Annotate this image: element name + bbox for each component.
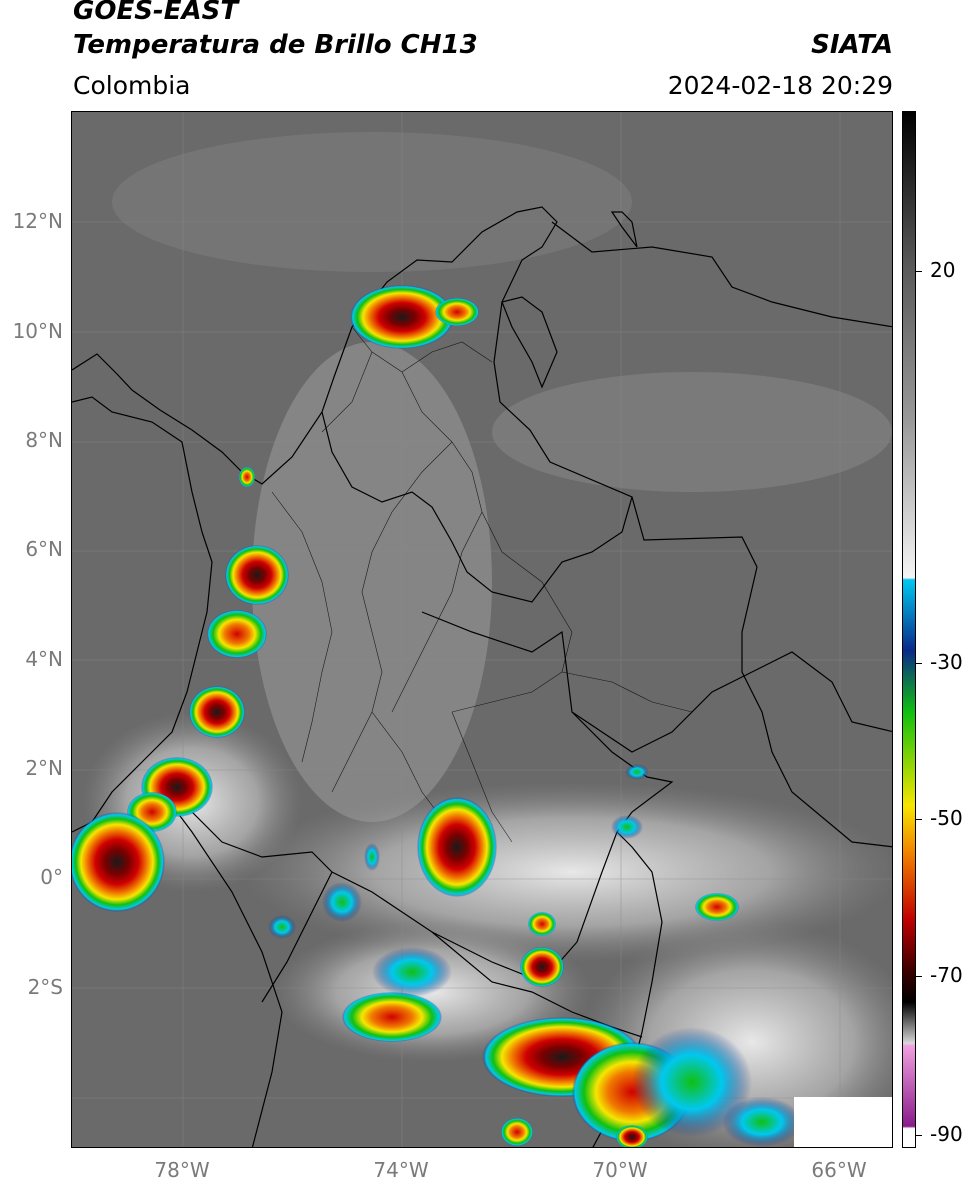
satellite-title: GOES-EAST	[73, 0, 239, 26]
storm-cell	[520, 947, 564, 987]
colorbar-tick	[916, 1135, 922, 1136]
lat-label-8n: 8°N	[25, 428, 63, 452]
brightness-temperature-map	[71, 111, 893, 1148]
storm-cell	[632, 1027, 752, 1137]
colorbar-tick	[916, 976, 922, 977]
storm-cell	[528, 912, 556, 936]
country-borders	[72, 206, 892, 1147]
storm-cell	[72, 812, 165, 912]
lon-label-78w: 78°W	[154, 1158, 210, 1182]
storm-cell	[417, 797, 497, 897]
colorbar-label-minus90: -90	[930, 1122, 963, 1146]
lon-label-66w: 66°W	[811, 1158, 867, 1182]
colorbar-label-20: 20	[930, 258, 956, 282]
map-canvas	[72, 112, 892, 1147]
storm-cell	[435, 298, 479, 326]
lat-label-12n: 12°N	[12, 209, 63, 233]
colorbar-label-minus50: -50	[930, 806, 963, 830]
convective-cells	[72, 285, 802, 1147]
storm-cell	[625, 764, 649, 780]
storm-cell	[225, 545, 289, 605]
organization-label: SIATA	[811, 30, 893, 60]
lon-label-74w: 74°W	[373, 1158, 429, 1182]
storm-cell	[189, 686, 245, 738]
storm-cell	[350, 285, 454, 349]
colorbar-label-minus30: -30	[930, 650, 963, 674]
storm-cell	[342, 992, 442, 1042]
lat-label-10n: 10°N	[12, 319, 63, 343]
storm-cell	[239, 467, 255, 487]
cloud-region	[112, 132, 632, 272]
storm-cell	[207, 610, 267, 658]
storm-cell	[501, 1118, 533, 1146]
storm-cell	[695, 893, 739, 921]
datetime-label: 2024-02-18 20:29	[667, 71, 893, 100]
storm-cell	[268, 915, 296, 939]
colorbar-tick	[916, 819, 922, 820]
colorbar-tick	[916, 271, 922, 272]
lat-label-6n: 6°N	[25, 537, 63, 561]
temperature-colorbar	[902, 111, 916, 1148]
no-data-patch	[794, 1097, 892, 1147]
cloud-region	[492, 372, 892, 492]
lat-label-4n: 4°N	[25, 647, 63, 671]
colorbar-gradient	[903, 112, 915, 1147]
lat-label-0: 0°	[40, 865, 63, 889]
storm-cell	[372, 947, 452, 997]
region-label: Colombia	[73, 71, 191, 100]
lat-label-2s: 2°S	[27, 975, 63, 999]
storm-cell	[364, 843, 380, 871]
colorbar-tick	[916, 663, 922, 664]
colorbar-label-minus70: -70	[930, 963, 963, 987]
product-title: Temperatura de Brillo CH13	[73, 30, 478, 60]
storm-cell	[722, 1097, 802, 1147]
storm-cell	[616, 1125, 648, 1147]
lat-label-2n: 2°N	[25, 756, 63, 780]
lon-label-70w: 70°W	[592, 1158, 648, 1182]
storm-cell	[611, 815, 643, 839]
storm-cell	[322, 882, 362, 922]
